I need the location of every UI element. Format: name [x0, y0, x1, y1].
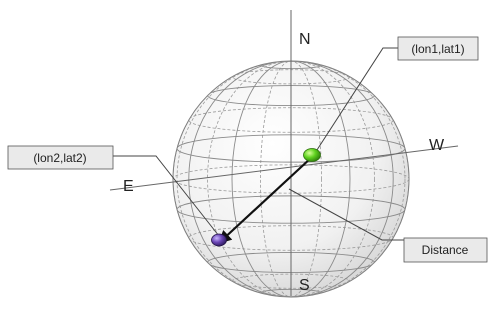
point1-leader-line — [314, 47, 398, 154]
point2-marker — [211, 233, 227, 247]
longitude-line — [260, 61, 322, 297]
point1-callout-label: (lon1,lat1) — [411, 42, 464, 56]
longitude-line — [176, 61, 406, 297]
distance-leader-line — [288, 188, 404, 241]
point1-marker — [303, 148, 321, 162]
longitude-line — [231, 61, 351, 297]
distance-callout-box — [403, 237, 488, 263]
point2-callout-box — [7, 145, 114, 170]
longitude-line — [188, 61, 394, 297]
point1-callout-box — [397, 36, 479, 61]
point2-callout-label: (lon2,lat2) — [33, 151, 86, 165]
longitude-line — [207, 61, 375, 297]
point2-callout: (lon2,lat2) — [7, 145, 114, 170]
distance-callout-label: Distance — [422, 243, 469, 257]
distance-callout: Distance — [403, 237, 488, 263]
point1-callout: (lon1,lat1) — [397, 36, 479, 61]
point2-leader-line — [113, 155, 220, 237]
north-label: N — [299, 31, 311, 48]
east-west-axis — [109, 145, 459, 191]
west-label: W — [429, 137, 445, 154]
distance-arrow — [218, 156, 313, 244]
south-label: S — [299, 277, 310, 294]
east-label: E — [123, 178, 134, 195]
